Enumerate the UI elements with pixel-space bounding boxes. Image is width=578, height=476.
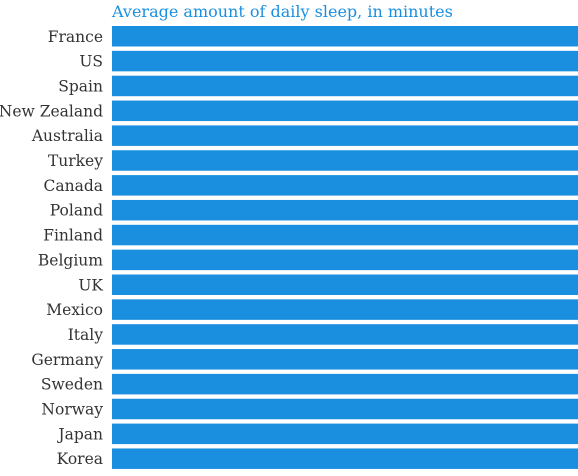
category-label: New Zealand xyxy=(0,102,103,120)
bar-finland xyxy=(112,224,578,246)
category-label: Belgium xyxy=(38,251,103,269)
bar-spain xyxy=(112,75,578,97)
category-label: Italy xyxy=(68,326,104,344)
bars-group: France530US518Spain514New Zealand513Aust… xyxy=(0,26,578,469)
bar-norway xyxy=(112,398,578,420)
category-label: Turkey xyxy=(48,152,103,170)
bar-france xyxy=(112,26,578,47)
category-label: France xyxy=(48,28,103,46)
bar-canada xyxy=(112,175,578,196)
chart-title: Average amount of daily sleep, in minute… xyxy=(112,2,453,21)
bar-germany xyxy=(112,349,578,370)
category-label: Mexico xyxy=(46,301,103,319)
category-label: Germany xyxy=(31,351,103,369)
category-label: Finland xyxy=(43,227,103,245)
bar-poland xyxy=(112,199,578,221)
bar-belgium xyxy=(112,249,578,271)
category-label: Australia xyxy=(31,127,103,145)
bar-us xyxy=(112,50,578,72)
bar-japan xyxy=(112,423,578,445)
category-label: Poland xyxy=(50,202,103,220)
category-label: UK xyxy=(78,276,103,294)
bar-uk xyxy=(112,274,578,295)
bar-italy xyxy=(112,324,578,345)
bar-turkey xyxy=(112,150,578,171)
category-label: Sweden xyxy=(41,376,103,394)
bar-australia xyxy=(112,125,578,146)
category-label: US xyxy=(79,53,103,71)
category-label: Norway xyxy=(41,401,103,419)
category-label: Canada xyxy=(44,177,104,195)
category-label: Japan xyxy=(56,425,103,443)
bar-korea xyxy=(112,448,578,469)
category-label: Korea xyxy=(57,450,103,468)
category-label: Spain xyxy=(58,77,103,95)
bar-mexico xyxy=(112,299,578,320)
bar-sweden xyxy=(112,373,578,395)
bar-new-zealand xyxy=(112,100,578,122)
